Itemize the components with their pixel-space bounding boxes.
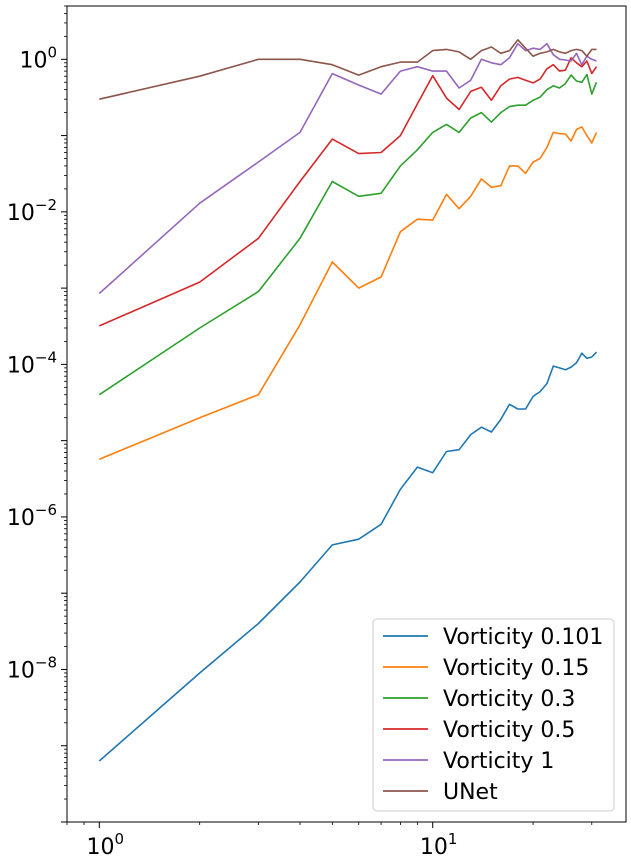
legend-item: Vorticity 0.5 — [383, 718, 575, 743]
series-line-4 — [98, 42, 597, 295]
y-tick-base: 10 — [7, 201, 35, 226]
y-tick-label: 10−4 — [7, 348, 57, 378]
legend-label: UNet — [443, 780, 498, 805]
legend-item: UNet — [383, 780, 498, 805]
x-tick-exponent: 1 — [448, 830, 458, 848]
y-tick-exponent: −8 — [35, 653, 57, 671]
y-tick-label: 10−2 — [7, 196, 57, 226]
series-line-1 — [98, 126, 598, 461]
legend-item: Vorticity 1 — [383, 749, 554, 774]
y-tick-label: 10−6 — [7, 501, 57, 531]
series-line-0 — [98, 351, 598, 762]
y-tick-exponent: −4 — [35, 348, 57, 366]
legend-label: Vorticity 0.101 — [443, 625, 603, 650]
y-tick-exponent: 0 — [47, 43, 57, 61]
legend-label: Vorticity 1 — [443, 749, 554, 774]
y-tick-base: 10 — [7, 658, 35, 683]
series-line-2 — [98, 73, 598, 396]
y-tick-label: 10−8 — [7, 653, 57, 683]
legend-box — [372, 618, 615, 812]
legend-label: Vorticity 0.5 — [443, 718, 575, 743]
y-tick-exponent: −2 — [35, 196, 57, 214]
legend-item: Vorticity 0.3 — [383, 687, 575, 712]
legend-item: Vorticity 0.15 — [383, 656, 589, 681]
x-tick-label: 100 — [87, 830, 125, 860]
y-tick-base: 10 — [7, 353, 35, 378]
x-tick-exponent: 0 — [115, 830, 125, 848]
x-tick-label: 101 — [420, 830, 458, 860]
series-lines — [98, 38, 598, 762]
x-tick-base: 10 — [87, 835, 115, 860]
y-tick-base: 10 — [7, 506, 35, 531]
x-tick-base: 10 — [420, 835, 448, 860]
y-tick-exponent: −6 — [35, 501, 57, 519]
legend-label: Vorticity 0.15 — [443, 656, 589, 681]
series-line-3 — [98, 56, 598, 327]
legend: Vorticity 0.101 Vorticity 0.15 Vorticity 0… — [372, 618, 615, 812]
y-tick-base: 10 — [19, 48, 47, 73]
y-tick-label: 100 — [19, 43, 57, 73]
series-line-5 — [99, 38, 597, 100]
legend-item: Vorticity 0.101 — [383, 625, 603, 650]
axes-frame — [66, 5, 627, 823]
legend-label: Vorticity 0.3 — [443, 687, 575, 712]
